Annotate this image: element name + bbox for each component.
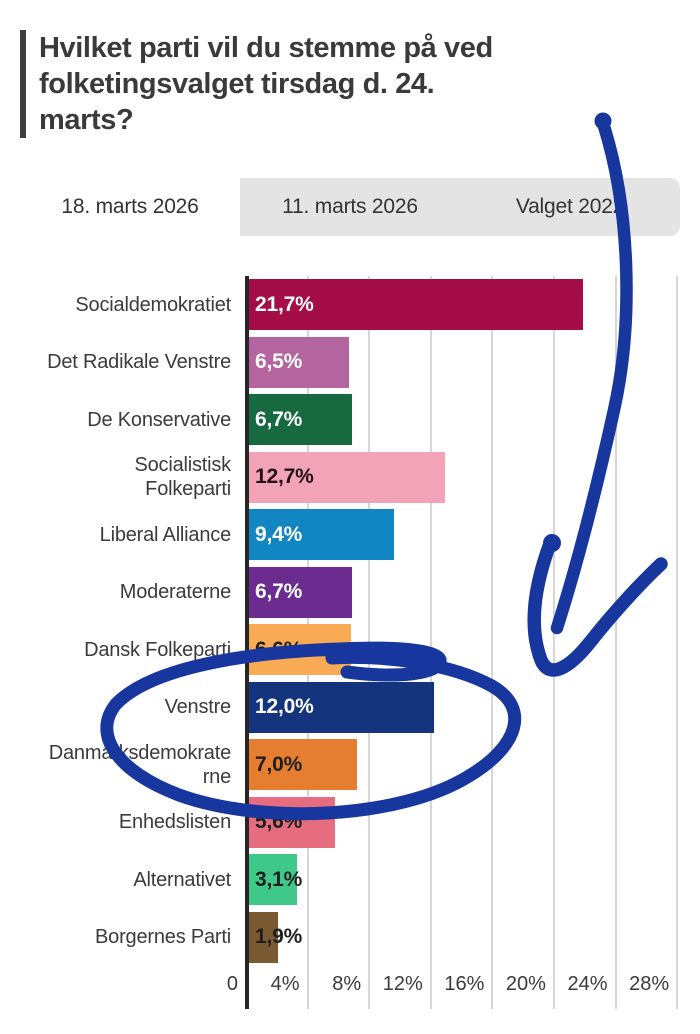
title-line-2: folketingsvalget tirsdag d. 24. bbox=[39, 68, 435, 100]
party-label: Moderaterne bbox=[0, 564, 245, 622]
page-title: Hvilket parti vil du stemme på ved folke… bbox=[20, 30, 680, 138]
party-label-line: Socialistisk bbox=[134, 454, 231, 477]
bar-track: 3,1% bbox=[245, 851, 700, 909]
value-label: 9,4% bbox=[255, 522, 303, 546]
party-label-line: Danmarksdemokrate bbox=[48, 741, 231, 764]
chart-row: Venstre 12,0% bbox=[0, 679, 700, 737]
party-label: De Konservative bbox=[0, 391, 245, 449]
value-label: 3,1% bbox=[255, 867, 303, 891]
x-axis: 0 4% 8% 12% 16% 20% 24% 28% bbox=[227, 966, 700, 1002]
bar bbox=[249, 336, 350, 388]
chart-row: Dansk Folkeparti 6,6% bbox=[0, 621, 700, 679]
bar-chart: Socialdemokratiet 21,7% Det Radikale Venst… bbox=[0, 276, 700, 1016]
party-label-line: Enhedslisten bbox=[118, 811, 231, 834]
party-label-line: Det Radikale Venstre bbox=[47, 351, 231, 374]
bar-track: 7,0% bbox=[245, 736, 700, 794]
party-label-line: Alternativet bbox=[133, 868, 231, 891]
party-label: Alternativet bbox=[0, 851, 245, 909]
chart-row: Socialdemokratiet 21,7% bbox=[0, 276, 700, 334]
chart-row: Liberal Alliance 9,4% bbox=[0, 506, 700, 564]
party-label-line: Moderaterne bbox=[119, 581, 231, 604]
bar bbox=[249, 566, 353, 618]
bar bbox=[249, 509, 394, 560]
value-label: 12,7% bbox=[255, 465, 314, 489]
chart-row: Enhedslisten 5,6% bbox=[0, 794, 700, 852]
title-line-1: Hvilket parti vil du stemme på ved bbox=[39, 32, 493, 64]
chart-row: Danmarksdemokrate rne 7,0% bbox=[0, 736, 700, 794]
x-tick-label: 24% bbox=[567, 973, 608, 995]
party-label-line: Liberal Alliance bbox=[99, 523, 232, 546]
bar bbox=[249, 854, 297, 905]
x-tick-label: 12% bbox=[382, 973, 423, 995]
party-label-line: rne bbox=[202, 765, 232, 788]
bar-track: 21,7% bbox=[245, 276, 700, 334]
party-label: Socialistisk Folkeparti bbox=[0, 449, 245, 507]
party-label-line: Socialdemokratiet bbox=[75, 293, 231, 316]
bar bbox=[249, 451, 445, 503]
party-label: Venstre bbox=[0, 679, 245, 737]
x-tick-label: 8% bbox=[332, 973, 362, 995]
chart-row: Moderaterne 6,7% bbox=[0, 564, 700, 622]
bar-track: 1,9% bbox=[245, 909, 700, 967]
bar-track: 12,0% bbox=[245, 679, 700, 737]
x-tick-label: 4% bbox=[270, 973, 300, 995]
chart-row: Det Radikale Venstre 6,5% bbox=[0, 334, 700, 392]
party-label-line: Folkeparti bbox=[145, 478, 231, 501]
x-tick-label: 20% bbox=[505, 973, 546, 995]
title-line-3: marts? bbox=[39, 104, 134, 136]
party-label-line: Venstre bbox=[164, 696, 232, 719]
value-label: 7,0% bbox=[255, 752, 303, 776]
bar-track: 9,4% bbox=[245, 506, 700, 564]
party-label: Det Radikale Venstre bbox=[0, 334, 245, 392]
party-label: Socialdemokratiet bbox=[0, 276, 245, 334]
value-label: 21,7% bbox=[255, 292, 314, 316]
bar bbox=[249, 394, 353, 445]
x-tick-label: 28% bbox=[629, 973, 670, 995]
party-label-line: Borgernes Parti bbox=[95, 926, 231, 949]
tab-18-marts-2026[interactable]: 18. marts 2026 bbox=[20, 178, 240, 236]
x-tick-label: 0 bbox=[226, 973, 238, 995]
value-label: 1,9% bbox=[255, 925, 303, 949]
gridline-28% bbox=[676, 276, 679, 1009]
party-label: Borgernes Parti bbox=[0, 909, 245, 967]
party-label-line: Dansk Folkeparti bbox=[84, 638, 231, 661]
bar-track: 5,6% bbox=[245, 794, 700, 852]
chart-row: Socialistisk Folkeparti 12,7% bbox=[0, 449, 700, 507]
chart-rows: Socialdemokratiet 21,7% Det Radikale Venst… bbox=[0, 276, 700, 966]
party-label: Enhedslisten bbox=[0, 794, 245, 852]
tab-bar: 18. marts 2026 11. marts 2026 Valget 202… bbox=[20, 178, 680, 236]
value-label: 6,6% bbox=[255, 637, 303, 661]
bar-track: 12,7% bbox=[245, 449, 700, 507]
party-label: Dansk Folkeparti bbox=[0, 621, 245, 679]
party-label: Liberal Alliance bbox=[0, 506, 245, 564]
tab-valget-2022[interactable]: Valget 2022 bbox=[515, 195, 625, 218]
value-label: 6,7% bbox=[255, 580, 303, 604]
party-label-line: De Konservative bbox=[87, 408, 231, 431]
chart-row: Alternativet 3,1% bbox=[0, 851, 700, 909]
bar bbox=[249, 279, 584, 330]
bar-track: 6,7% bbox=[245, 564, 700, 622]
party-label: Danmarksdemokrate rne bbox=[0, 736, 245, 794]
tab-11-marts-2026[interactable]: 11. marts 2026 bbox=[282, 195, 418, 218]
value-label: 6,7% bbox=[255, 407, 303, 431]
bar bbox=[249, 911, 279, 963]
value-label: 5,6% bbox=[255, 810, 303, 834]
bar-track: 6,6% bbox=[245, 621, 700, 679]
value-label: 6,5% bbox=[255, 350, 303, 374]
bar-track: 6,5% bbox=[245, 334, 700, 392]
chart-row: Borgernes Parti 1,9% bbox=[0, 909, 700, 967]
value-label: 12,0% bbox=[255, 695, 314, 719]
x-tick-label: 16% bbox=[444, 973, 485, 995]
chart-row: De Konservative 6,7% bbox=[0, 391, 700, 449]
bar-track: 6,7% bbox=[245, 391, 700, 449]
